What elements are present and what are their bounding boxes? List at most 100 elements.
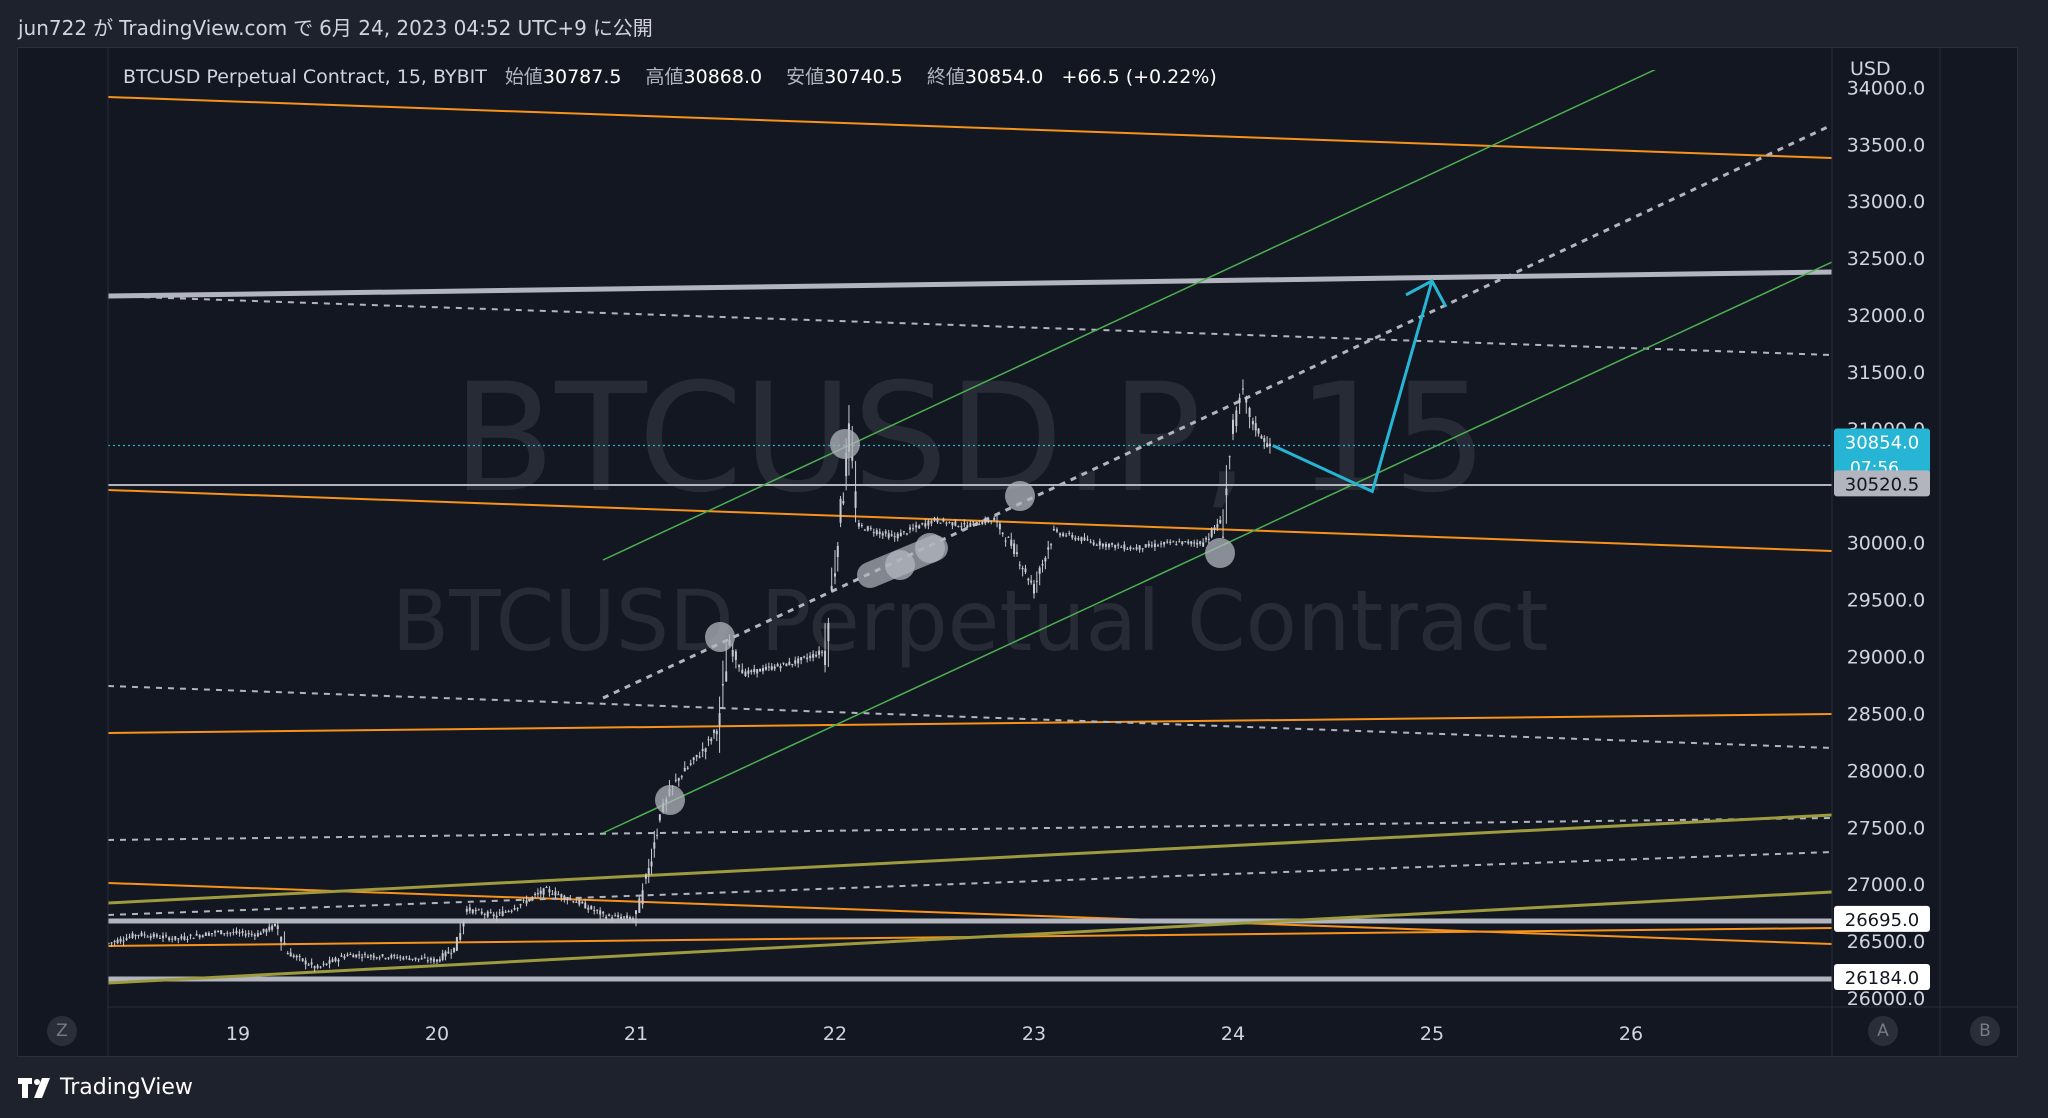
candle-body <box>963 523 966 525</box>
candle-body <box>827 623 830 642</box>
candle-body <box>753 668 756 672</box>
candle-body <box>593 910 596 912</box>
candle-body <box>268 926 271 931</box>
price-tick-label: 27500.0 <box>1847 817 1926 839</box>
candle-body <box>504 911 507 913</box>
candle-body <box>1219 519 1222 524</box>
time-tick-label: 20 <box>425 1023 449 1045</box>
candle-body <box>575 901 578 903</box>
candle-body <box>381 954 384 957</box>
projection-path <box>1272 280 1434 494</box>
time-tick-label: 25 <box>1420 1023 1444 1045</box>
candle-body <box>1013 543 1016 555</box>
candle-body <box>750 670 753 673</box>
time-tick-label: 24 <box>1221 1023 1245 1045</box>
candle-body <box>210 933 213 935</box>
currency-label[interactable]: USD <box>1850 58 1891 80</box>
candle-body <box>183 936 186 940</box>
candle-body <box>366 956 369 958</box>
candle-body <box>140 932 143 936</box>
change-value: +66.5 (+0.22%) <box>1061 66 1217 88</box>
candle-body <box>1251 420 1254 425</box>
candle-body <box>1196 542 1199 545</box>
candle-body <box>1257 428 1260 434</box>
candle-body <box>122 940 125 942</box>
candle-body <box>1129 547 1132 550</box>
candle-body <box>313 966 316 969</box>
symbol-title[interactable]: BTCUSD Perpetual Contract, 15, BYBIT <box>123 66 487 88</box>
candle-body <box>824 650 827 665</box>
candle-body <box>957 526 960 528</box>
candle-body <box>1132 548 1135 550</box>
author-name[interactable]: jun722 <box>18 16 88 40</box>
plot-area[interactable]: BTCUSD.P, 15 BTCUSD Perpetual Contract <box>108 44 1832 985</box>
candle-body <box>617 915 620 917</box>
candle-body <box>845 452 848 477</box>
candle-body <box>1193 542 1196 544</box>
candle-body <box>1059 533 1062 536</box>
right-axis-button[interactable]: B <box>1970 1016 2000 1046</box>
candle-body <box>689 763 692 765</box>
candle-body <box>1080 537 1083 542</box>
candle-body <box>924 523 927 527</box>
candle-body <box>229 932 232 934</box>
candle-body <box>1166 541 1169 543</box>
candle-body <box>1092 542 1095 545</box>
ga-text: が <box>93 16 114 40</box>
candle-body <box>563 895 566 900</box>
candle-body <box>220 930 223 935</box>
candle-body <box>548 889 551 893</box>
candle-body <box>557 894 560 896</box>
price-tick-label: 27000.0 <box>1847 874 1926 896</box>
candle-body <box>905 533 908 535</box>
candle-body <box>1021 568 1024 570</box>
candle-body <box>364 953 367 955</box>
price-label-box <box>1834 905 1930 932</box>
candle-body <box>1062 533 1065 536</box>
candle-body <box>1248 407 1251 418</box>
chart-panel[interactable] <box>17 47 2018 1057</box>
candle-body <box>355 954 358 958</box>
candle-body <box>996 520 999 523</box>
candle-body <box>1068 532 1071 534</box>
candle-body <box>782 662 785 664</box>
candle-body <box>134 934 137 937</box>
candle-body <box>165 935 168 937</box>
candle-body <box>352 955 355 958</box>
candle-body <box>1052 529 1055 531</box>
left-axis-button[interactable]: Z <box>47 1016 77 1046</box>
candle-body <box>1065 535 1068 537</box>
candle-body <box>1010 539 1013 546</box>
candle-body <box>1266 443 1269 448</box>
price-tick-label: 31500.0 <box>1847 362 1926 384</box>
candle-body <box>399 956 402 958</box>
candle-body <box>1147 543 1150 547</box>
candle-body <box>927 520 930 526</box>
candle-body <box>710 738 713 742</box>
candle-body <box>1187 541 1190 544</box>
candle-body <box>936 518 939 523</box>
candle-body <box>1169 541 1172 543</box>
candle-body <box>851 455 854 461</box>
price-tick-label: 29500.0 <box>1847 590 1926 612</box>
candle-body <box>803 656 806 658</box>
candle-body <box>815 654 818 657</box>
auto-scale-button[interactable]: A <box>1868 1016 1898 1046</box>
candle-body <box>346 954 349 956</box>
candle-body <box>1024 568 1027 573</box>
tradingview-brand[interactable]: TradingView <box>18 1075 193 1100</box>
trend-line <box>108 813 1832 905</box>
candle-body <box>1117 544 1120 546</box>
candle-body <box>644 874 647 879</box>
candle-body <box>1181 541 1184 545</box>
candle-body <box>1126 548 1129 550</box>
projection-arrowhead <box>1405 278 1448 308</box>
candle-body <box>984 519 987 524</box>
candle-body <box>611 917 614 919</box>
candle-body <box>1245 397 1248 403</box>
site-name[interactable]: TradingView.com <box>119 16 288 40</box>
candle-body <box>387 957 390 959</box>
candle-body <box>779 665 782 669</box>
trend-line <box>108 890 1832 985</box>
